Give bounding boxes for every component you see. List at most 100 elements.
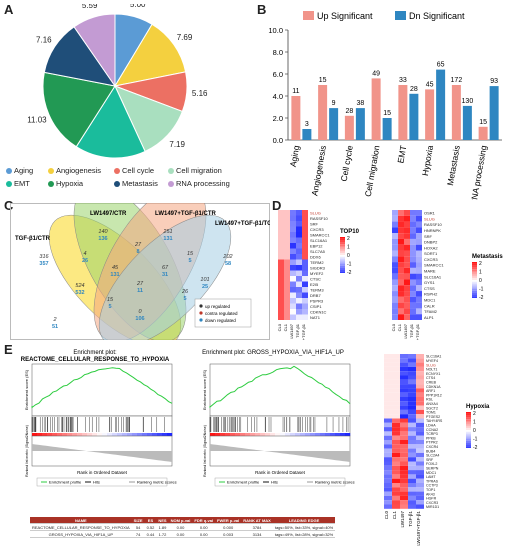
heat-legend-step <box>472 271 477 273</box>
gene-label: BUB4 <box>426 449 435 453</box>
bar-up <box>478 126 488 140</box>
gene-label: GYS1 <box>424 280 435 285</box>
heat-legend-step <box>340 244 345 246</box>
legend-swatch <box>48 167 54 174</box>
heat-cell <box>392 314 398 320</box>
rank-bar-cell <box>220 433 226 436</box>
bar-value-label: 15 <box>319 77 327 84</box>
heat-cell <box>392 474 400 479</box>
rank-bar-cell <box>162 433 168 436</box>
heat-cell <box>416 362 424 367</box>
heat-legend-step <box>340 258 345 261</box>
heat-legend-step <box>340 262 345 264</box>
heat-legend-tick: -2 <box>473 445 478 451</box>
heat-cell <box>404 314 410 320</box>
gsea-title: Enrichment plot: GROSS_HYPOXIA_VIA_HIF1A… <box>202 350 344 356</box>
heat-cell <box>408 470 416 475</box>
heat-cell <box>416 461 424 466</box>
venn-count-down: 136 <box>98 236 107 242</box>
gene-label: ANXA4 <box>426 402 438 406</box>
table-cell: 0.003 <box>215 530 242 538</box>
gsea-plots: Enrichment plot:REACTOME_CELLULAR_RESPON… <box>21 350 355 487</box>
pie-legend-item: EMT <box>6 179 30 188</box>
rank-bar-cell <box>295 433 301 436</box>
heat-legend-title: TOP10 <box>340 229 360 235</box>
heat-legend-step <box>340 237 345 239</box>
heat-cell <box>416 210 422 216</box>
rank-bar-cell <box>255 433 261 436</box>
heat-cell <box>416 470 424 475</box>
heat-cell <box>398 210 404 216</box>
rank-bar-cell <box>142 433 148 436</box>
heat-cell <box>284 265 290 271</box>
heat-cell <box>392 308 398 315</box>
heat-cell <box>404 273 410 280</box>
gene-label: CSIP1 <box>310 304 322 309</box>
rank-bar-cell <box>340 433 346 436</box>
rank-bar-cell <box>315 433 321 436</box>
heat-legend-step <box>466 430 471 432</box>
heat-legend-step <box>472 280 477 282</box>
pie-slice-7 <box>73 13 116 88</box>
gene-label: FOXL2 <box>426 462 437 466</box>
metric-area <box>32 444 172 462</box>
heat-cell <box>278 254 284 260</box>
heat-cell <box>410 279 416 286</box>
heat-cell <box>278 270 284 276</box>
bar-dn <box>436 69 446 140</box>
heat-cell <box>416 388 424 393</box>
heat-cell <box>392 221 398 228</box>
heat-cell <box>392 238 398 245</box>
rank-bar-cell <box>215 433 221 436</box>
heat-cell <box>302 210 308 216</box>
heat-cell <box>416 221 422 228</box>
heat-cell <box>296 237 302 243</box>
heat-cell <box>408 483 416 488</box>
heat-cell <box>278 276 284 282</box>
table-row: REACTOME_CELLULAR_RESPONSE_TO_HYPOXIA 54 0… <box>30 523 336 531</box>
rank-bar-cell <box>285 433 291 436</box>
heat-cell <box>290 287 296 293</box>
heat-cell <box>408 465 416 471</box>
bar-dn <box>329 108 339 140</box>
bar-value-label: 3 <box>305 121 309 128</box>
heat-cell <box>408 409 416 415</box>
table-cell: REACTOME_CELLULAR_RESPONSE_TO_HYPOXIA <box>30 523 132 531</box>
metric-axis-label: Ranked list metric (Signal2Noise) <box>203 425 207 477</box>
heat-cell <box>416 215 422 222</box>
heat-cell <box>302 314 308 320</box>
heat-legend-step <box>472 272 477 275</box>
heat-cell <box>392 392 400 397</box>
heat-legend-step <box>466 435 471 438</box>
heat-legend-step <box>340 240 345 243</box>
heat-legend-step <box>472 263 477 266</box>
rank-bar-cell <box>270 433 276 436</box>
pie-slice-4 <box>75 84 146 159</box>
x-tick-label: Angiogenesis <box>309 145 328 197</box>
heat-cell <box>410 250 416 257</box>
heat-legend-step <box>466 419 471 421</box>
bar-dn <box>462 105 472 140</box>
heat-cell <box>400 358 408 363</box>
heat-cell <box>408 384 416 389</box>
heat-cell <box>290 303 296 309</box>
heat-legend-step <box>340 260 345 263</box>
heat-cell <box>290 314 296 320</box>
heat-cell <box>416 409 424 415</box>
venn-count-up: 27 <box>136 281 144 287</box>
heat-cell <box>278 298 284 304</box>
heat-cell <box>410 227 416 234</box>
gene-label: PTGES2 <box>426 415 440 419</box>
heat-legend-step <box>472 296 477 298</box>
heat-legend-tick: 1 <box>347 245 350 251</box>
gene-label: SLC7A5 <box>310 249 326 254</box>
gene-label: CXCR3 <box>424 257 438 262</box>
gsea-title: Enrichment plot: <box>73 350 117 356</box>
heat-cell <box>392 244 398 251</box>
heat-cell <box>384 491 392 496</box>
heat-cell <box>416 238 422 245</box>
heat-legend-step <box>340 253 345 255</box>
heat-cell <box>408 414 416 419</box>
pie-slice-5 <box>42 71 116 148</box>
gene-label: SLUG <box>424 216 435 221</box>
